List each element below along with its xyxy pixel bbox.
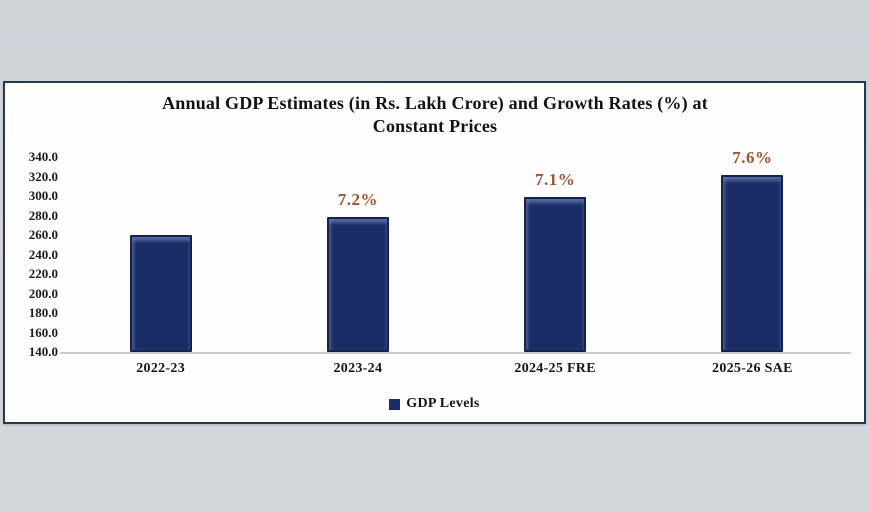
bar-2025-26 SAE	[721, 175, 784, 352]
y-axis-tick-label: 340.0	[28, 149, 58, 164]
y-axis-tick-label: 160.0	[28, 324, 58, 340]
y-axis-tick-label: 320.0	[28, 168, 58, 184]
y-axis-tick-label: 200.0	[28, 285, 58, 301]
x-axis-category-label: 2022-23	[136, 361, 185, 376]
chart-title-line-1: Annual GDP Estimates (in Rs. Lakh Crore)…	[162, 93, 708, 113]
x-axis-line	[60, 352, 851, 354]
legend-marker-square-icon	[389, 398, 401, 410]
y-axis-tick-label: 140.0	[28, 344, 58, 359]
growth-rate-label: 7.6%	[732, 148, 773, 168]
growth-rate-label: 7.2%	[337, 189, 378, 209]
bar-2023-24	[326, 216, 389, 352]
bar-2022-23	[129, 235, 192, 352]
x-axis-category-label: 2024-25 FRE	[514, 361, 596, 376]
y-axis-tick-label: 180.0	[28, 305, 58, 320]
y-axis-tick-label: 220.0	[28, 266, 58, 281]
growth-rate-label: 7.1%	[535, 170, 576, 190]
x-axis-category-label: 2025-26 SAE	[712, 361, 793, 376]
x-axis-category-label: 2023-24	[333, 361, 383, 376]
y-axis-tick-label: 300.0	[28, 188, 58, 203]
chart-title: Annual GDP Estimates (in Rs. Lakh Crore)…	[0, 92, 870, 138]
bar-2024-25 FRE	[524, 197, 587, 352]
chart-title-line-2: Constant Prices	[372, 116, 498, 136]
y-axis-tick-label: 280.0	[28, 207, 58, 223]
y-axis-tick-label: 240.0	[28, 246, 58, 262]
legend: GDP Levels	[3, 396, 866, 412]
y-axis-tick-label: 260.0	[28, 227, 58, 242]
legend-label: GDP Levels	[406, 396, 480, 411]
